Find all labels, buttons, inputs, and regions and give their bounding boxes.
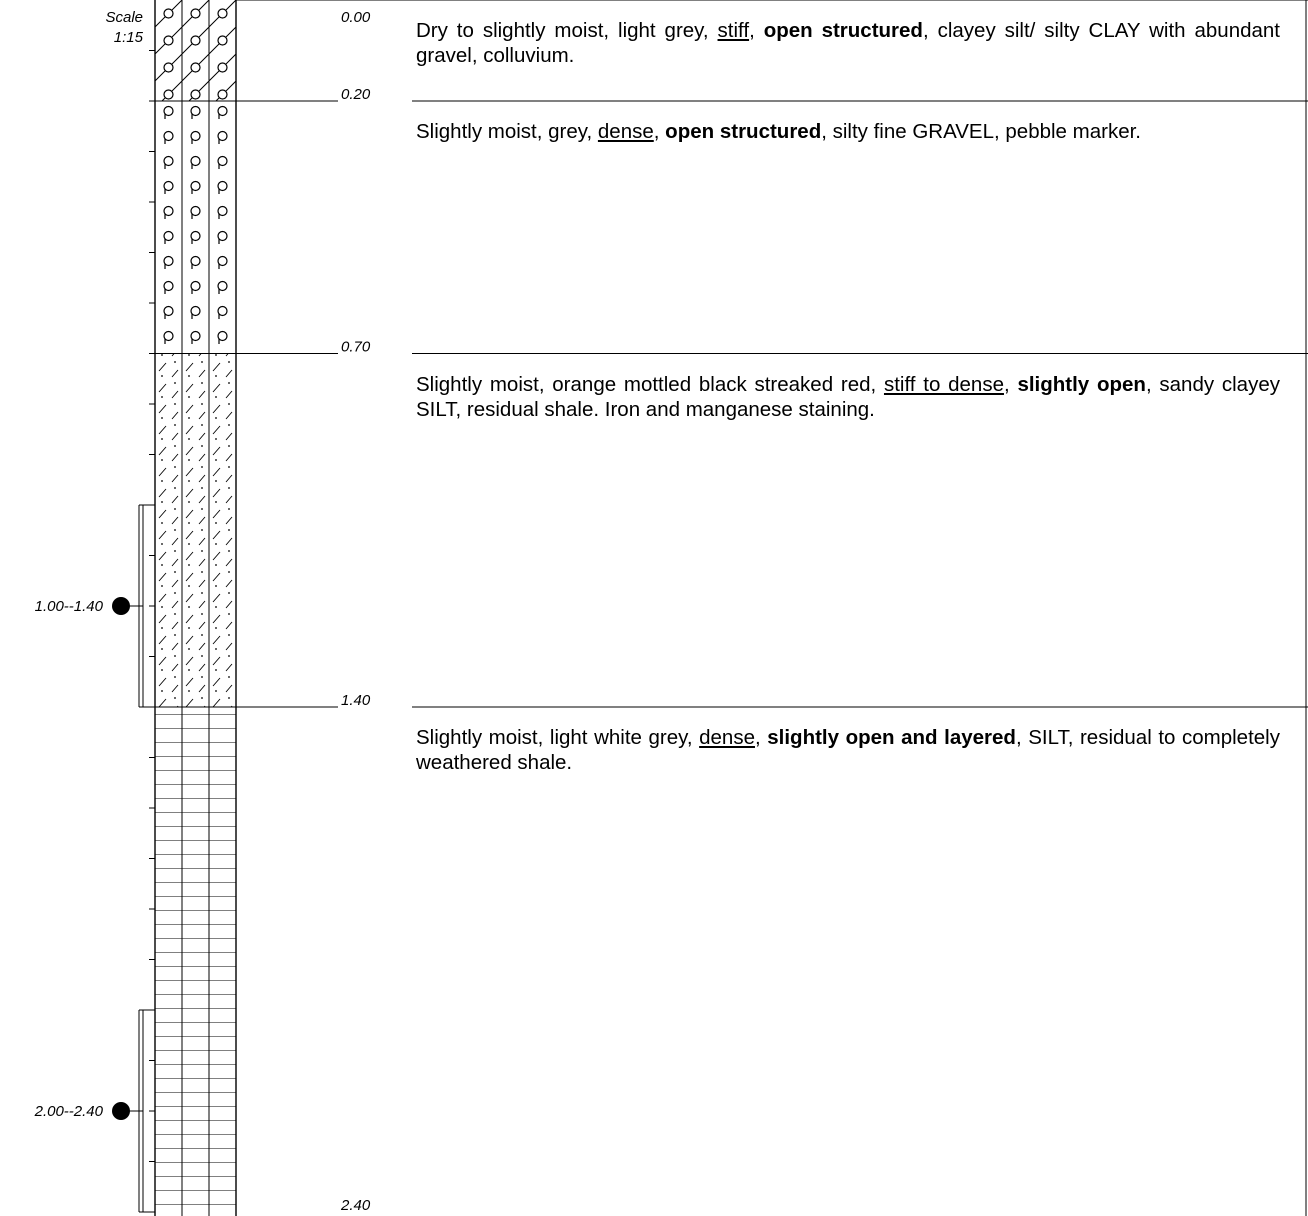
description-underlined: dense <box>699 726 755 749</box>
description-text: , <box>754 726 768 749</box>
depth-label-start: 0.00 <box>341 9 371 26</box>
description-text: , <box>1003 372 1018 396</box>
description-underlined: dense <box>597 120 654 143</box>
layer-description: Slightly moist, light white grey, dense,… <box>416 725 1280 775</box>
description-text: , clayey silt/ silty CLAY with abundant … <box>416 19 1280 67</box>
layer-description: Slightly moist, grey, dense, open struct… <box>416 119 1280 144</box>
layer-description: Slightly moist, orange mottled black str… <box>416 372 1280 422</box>
depth-label: 1.40 <box>341 692 371 709</box>
scale-label: Scale <box>105 9 143 26</box>
description-bold: slightly open and layered <box>767 726 1016 749</box>
description-text: , SILT, residual to completely weathered… <box>416 726 1280 774</box>
sample-depth-label: 1.00--1.40 <box>35 598 104 615</box>
description-underlined: stiff <box>717 19 750 42</box>
depth-label: 2.40 <box>340 1197 371 1214</box>
depth-label: 0.70 <box>341 339 371 356</box>
layer-fill-gravel <box>155 101 236 354</box>
layer-fill-clay-gravel <box>155 0 236 101</box>
layer-description: Dry to slightly moist, light grey, stiff… <box>416 18 1280 68</box>
description-text: , silty fine GRAVEL, pebble marker. <box>821 120 1142 143</box>
description-bold: open structured <box>665 120 822 143</box>
description-text: Slightly moist, grey, <box>416 120 598 143</box>
layer-fill-sandy-clayey-silt <box>155 353 236 707</box>
description-text: , sandy clayey SILT, residual shale. Iro… <box>416 372 1280 421</box>
depth-label: 0.20 <box>341 86 371 103</box>
description-text: , <box>653 120 666 143</box>
description-text: Dry to slightly moist, light grey, <box>416 19 718 42</box>
description-bold: slightly open <box>1017 372 1146 396</box>
description-bold: open structured <box>763 19 923 42</box>
description-text: Slightly moist, orange mottled black str… <box>416 372 884 396</box>
layer-fill-silt <box>155 707 236 1212</box>
description-text: Slightly moist, light white grey, <box>416 726 700 749</box>
description-underlined: stiff to dense <box>883 372 1004 396</box>
sample-depth-label: 2.00--2.40 <box>34 1103 104 1120</box>
description-text: , <box>749 19 764 42</box>
scale-value: 1:15 <box>114 29 144 46</box>
